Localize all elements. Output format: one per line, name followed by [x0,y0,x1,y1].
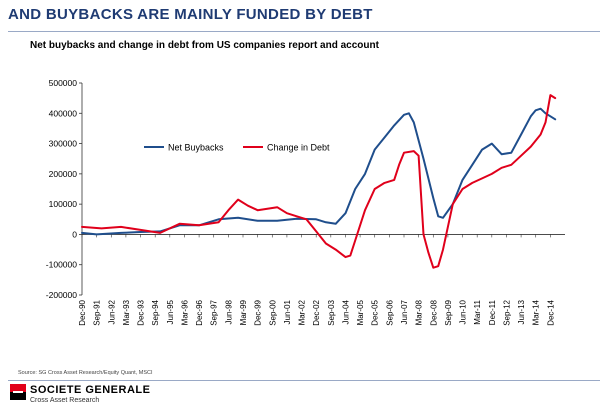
x-tick-label: Mar-93 [122,299,131,325]
x-tick-label: Dec-08 [429,299,438,325]
x-tick-label: Sep-94 [151,299,160,325]
x-tick-label: Dec-14 [546,299,555,325]
x-tick-label: Jun-13 [517,299,526,324]
x-tick-label: Mar-02 [298,299,307,325]
x-tick-label: Jun-01 [283,299,292,324]
x-tick-label: Mar-14 [532,299,541,325]
legend-label-change-in-debt: Change in Debt [267,143,330,153]
chart-title: Net buybacks and change in debt from US … [30,40,379,51]
x-tick-label: Dec-11 [488,299,497,325]
x-tick-label: Dec-05 [371,299,380,325]
x-tick-label: Mar-11 [473,299,482,324]
x-tick-label: Dec-93 [137,299,146,325]
x-tick-label: Dec-99 [254,299,263,325]
x-tick-label: Sep-09 [444,299,453,325]
x-tick-label: Sep-91 [93,299,102,325]
x-tick-label: Jun-10 [459,299,468,324]
x-tick-label: Sep-00 [268,299,277,325]
logo-white-bar [13,391,23,393]
y-tick-label: 300000 [49,139,78,149]
logo-red-block [10,384,26,392]
x-tick-label: Mar-08 [415,299,424,325]
y-tick-label: 400000 [49,108,78,118]
x-tick-label: Sep-12 [502,299,511,325]
y-tick-label: 200000 [49,169,78,179]
brand-subtitle: Cross Asset Research [30,397,100,404]
y-tick-label: -100000 [46,260,77,270]
x-tick-label: Jun-95 [166,299,175,324]
chart-series [81,94,557,269]
x-tick-label: Mar-99 [239,299,248,325]
x-tick-label: Dec-96 [195,299,204,325]
x-tick-label: Sep-06 [385,299,394,325]
x-tick-label: Jun-04 [341,299,350,324]
x-tick-label: Mar-96 [180,299,189,325]
x-axis: Dec-90 Sep-91 Jun-92 Mar-93 Dec-93 Sep-94 Jun-… [78,234,565,326]
y-axis: -200000 -100000 0 100000 200000 300000 400000 5… [46,78,83,300]
x-tick-label: Dec-90 [78,299,87,325]
y-tick-label: 100000 [49,199,78,209]
logo-black-block [10,392,26,400]
x-tick-label: Sep-97 [210,299,219,325]
x-tick-label: Sep-03 [327,299,336,325]
x-tick-label: Jun-07 [400,299,409,324]
x-tick-label: Mar-05 [356,299,365,325]
footer-divider [8,380,600,381]
y-tick-label: 0 [72,229,77,239]
chart-legend: Net Buybacks Change in Debt [144,143,330,153]
x-tick-label: Jun-98 [224,299,233,324]
legend-label-net-buybacks: Net Buybacks [168,143,224,153]
source-note: Source: SG Cross Asset Research/Equity Q… [18,370,153,376]
brand-name: SOCIETE GENERALE [30,384,151,396]
title-divider [8,31,600,32]
page-title: AND BUYBACKS ARE MAINLY FUNDED BY DEBT [8,6,373,23]
series-line-change-in-debt [81,94,557,269]
x-tick-label: Dec-02 [312,299,321,325]
y-tick-label: 500000 [49,78,78,88]
series-line-net-buybacks [81,107,557,236]
x-tick-label: Jun-92 [107,299,116,324]
y-tick-label: -200000 [46,290,77,300]
societe-generale-logo [10,384,26,400]
